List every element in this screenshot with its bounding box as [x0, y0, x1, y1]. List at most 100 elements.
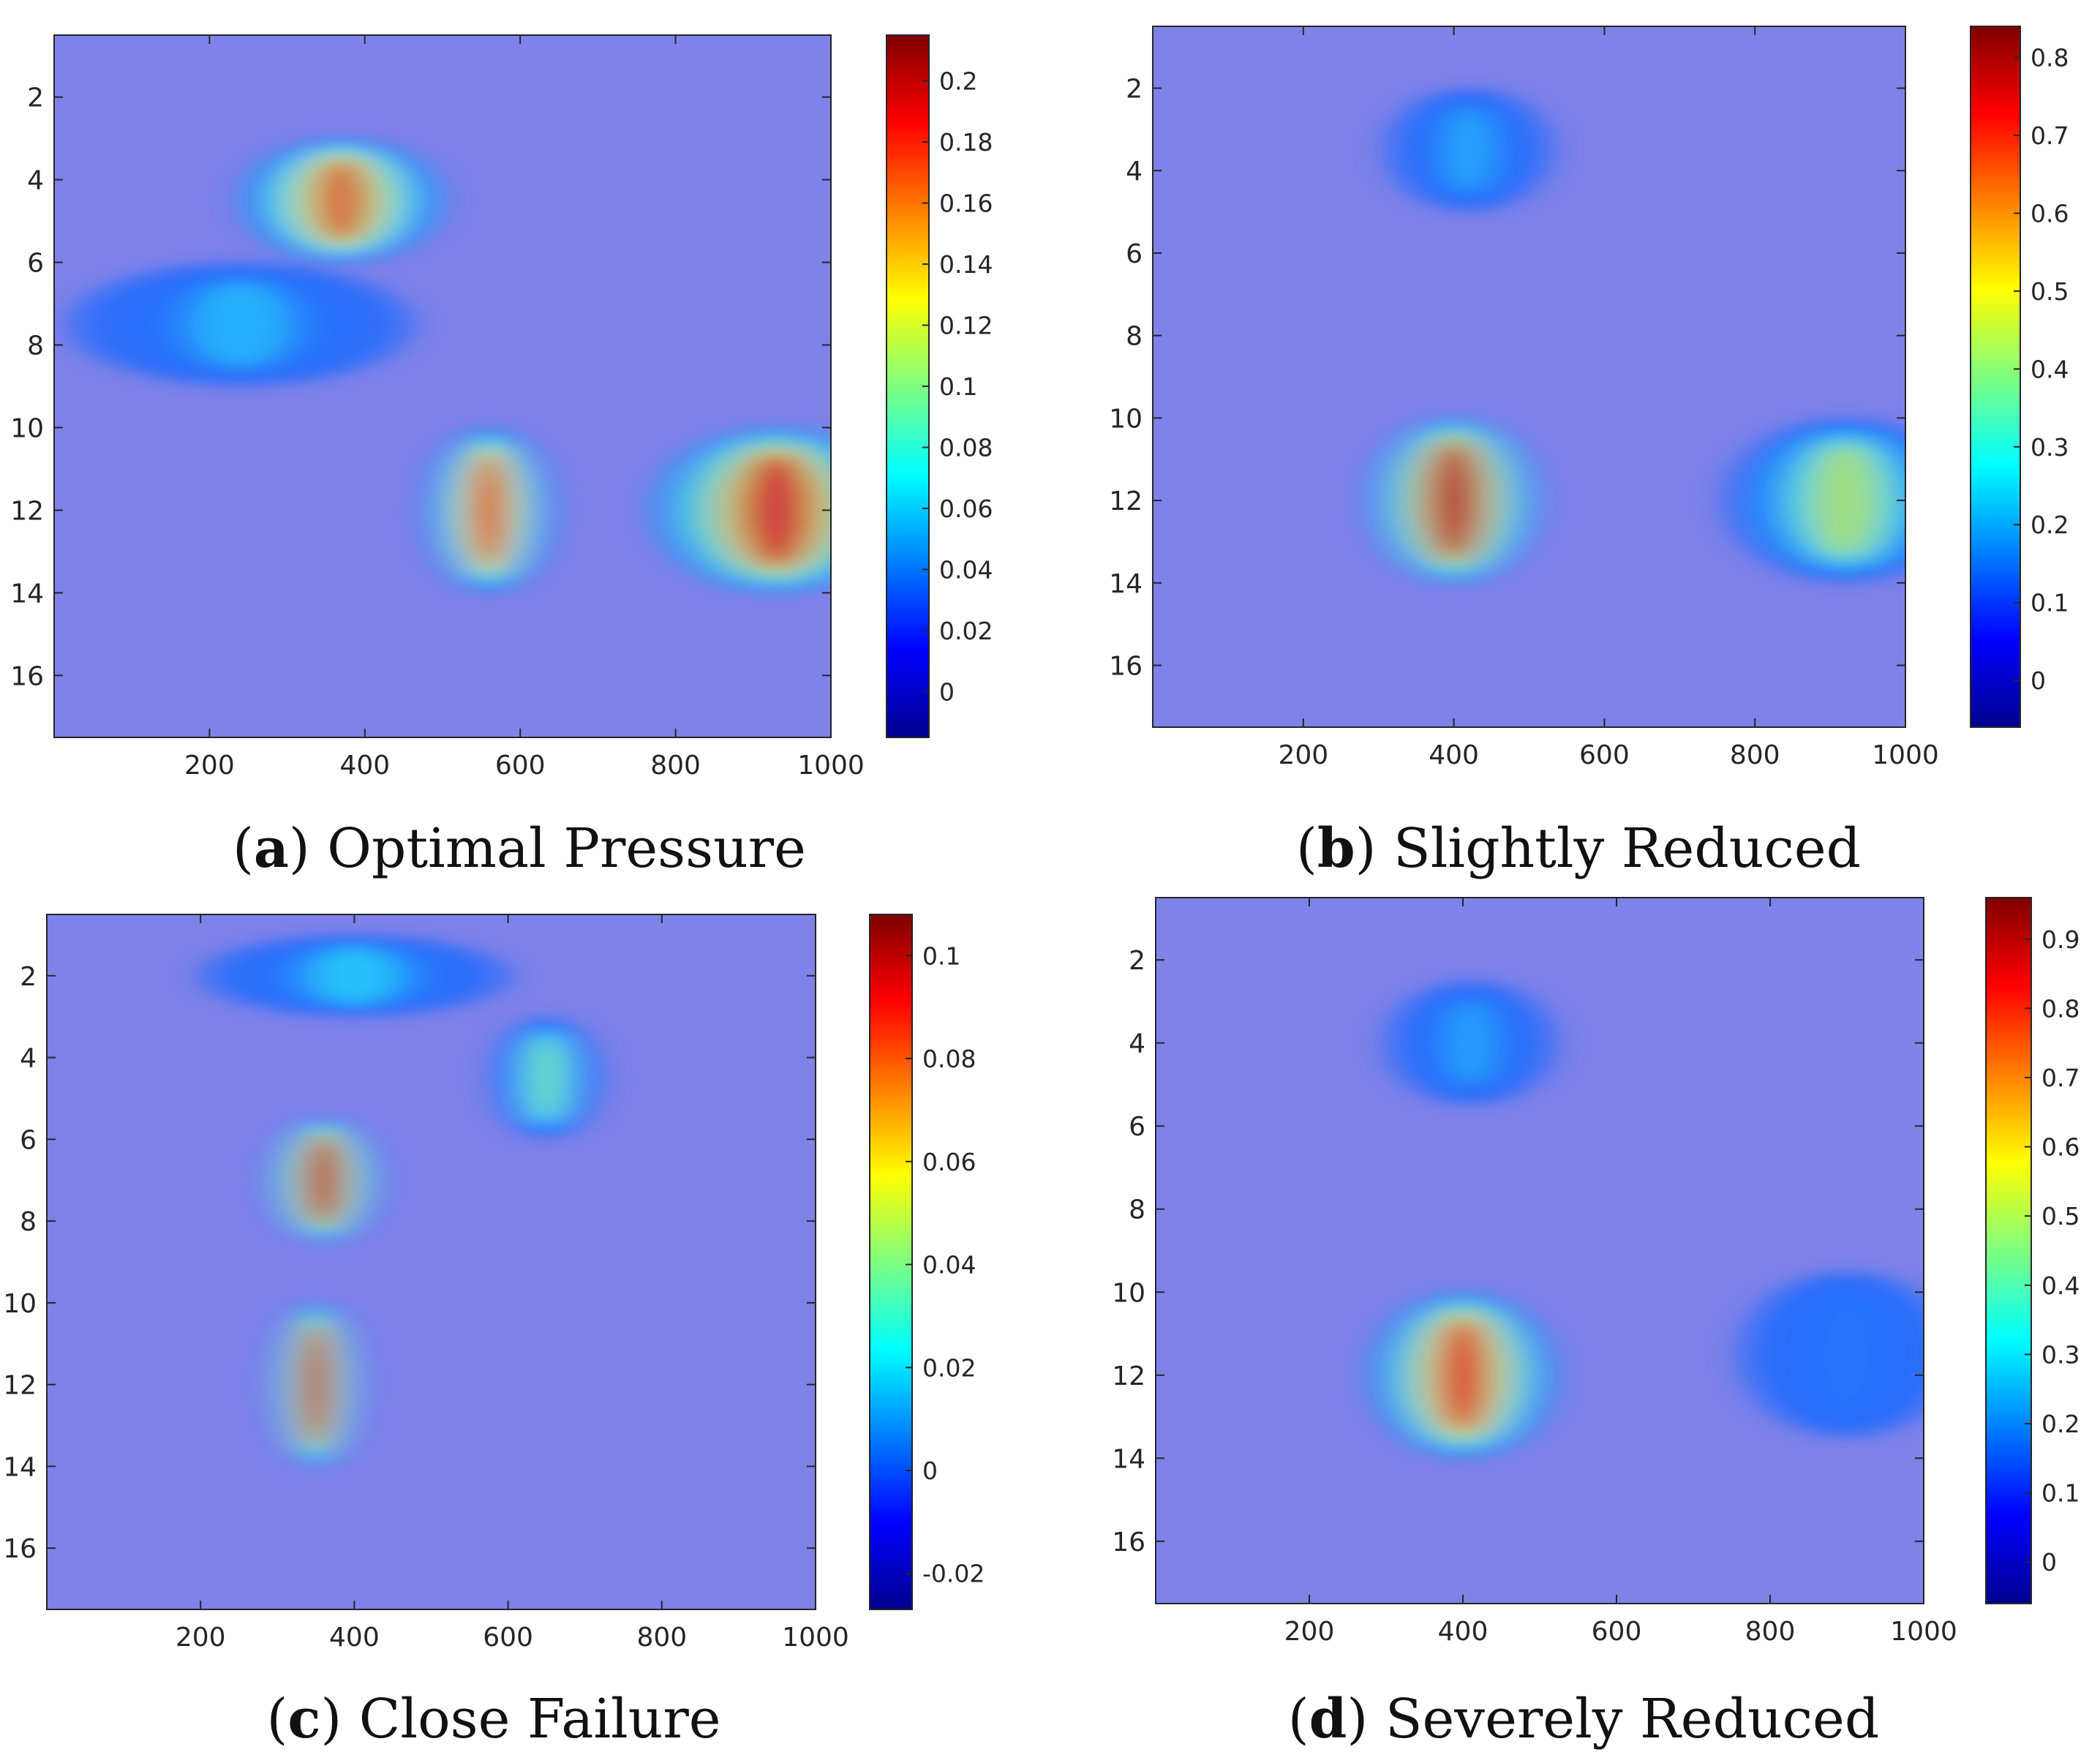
heatmap-overlay [54, 35, 831, 737]
x-tick-label: 200 [1284, 1617, 1335, 1647]
colorbar-tick-label: 0 [2041, 1548, 2057, 1577]
colorbar-tick-label: 0.14 [939, 250, 993, 279]
colorbar-tick-label: 0.08 [939, 433, 993, 462]
colorbar-gradient [1970, 26, 2021, 728]
x-tick-label: 600 [483, 1623, 533, 1653]
y-tick-label: 8 [27, 331, 44, 361]
y-tick-label: 4 [27, 166, 44, 196]
y-tick-label: 16 [1109, 651, 1143, 681]
y-tick-label: 12 [1109, 486, 1143, 516]
panel-c: 200 400 600 800 1000 2 4 6 8 10 12 14 16 -0.02 0 0.02 0… [3, 914, 985, 1751]
x-tick-label: 200 [176, 1623, 226, 1653]
y-tick-label: 14 [1109, 569, 1143, 599]
x-tick-label: 1000 [1872, 740, 1939, 770]
heatmap-cells [1153, 26, 1905, 727]
x-tick-label: 800 [1745, 1617, 1796, 1647]
heatmap-background [47, 914, 816, 1609]
heatmap-overlay [47, 914, 816, 1609]
x-tick-label: 600 [1592, 1617, 1642, 1647]
plot-frame [1155, 897, 1924, 1604]
colorbar-gradient [1985, 897, 2032, 1604]
y-tick-label: 2 [27, 83, 44, 113]
heatmap-cells [1156, 898, 1924, 1604]
colorbar-tick-label: 0.02 [922, 1353, 976, 1382]
caption-a: (a) Optimal Pressure [233, 817, 806, 880]
colorbar-tick-label: 0.9 [2041, 925, 2080, 954]
colorbar-tick-label: 0.02 [939, 617, 993, 645]
panel-a: 200 400 600 800 1000 2 4 6 8 10 12 14 16 0 0.02 0.04 0.… [10, 34, 993, 880]
x-tick-label: 1000 [1890, 1617, 1957, 1647]
heatmap-hotspot [1447, 1001, 1494, 1086]
heatmap-background [54, 35, 831, 737]
x-tick-label: 1000 [782, 1623, 849, 1653]
colorbar-tick-label: 0.8 [2041, 994, 2080, 1023]
y-tick-label: 6 [1126, 239, 1143, 269]
caption-b: (b) Slightly Reduced [1296, 817, 1861, 880]
heatmap-hotspot [1811, 444, 1879, 557]
y-tick-label: 8 [20, 1207, 37, 1237]
colorbar-tick-label: 0.1 [939, 372, 977, 401]
heatmap-b [1153, 26, 1905, 727]
y-tick-label: 12 [3, 1371, 37, 1401]
plot-frame [46, 914, 816, 1610]
colorbar-tick-label: 0.4 [2031, 355, 2069, 383]
heatmap-a [54, 35, 831, 737]
colorbar-tick-label: -0.02 [922, 1560, 985, 1588]
x-tick-label: 800 [636, 1623, 687, 1653]
colorbar-tick-label: 0.5 [2041, 1202, 2080, 1230]
y-tick-label: 4 [1126, 157, 1143, 187]
colorbar-tick-label: 0.1 [922, 942, 960, 970]
y-tick-label: 16 [3, 1534, 37, 1564]
axes-a: 200 400 600 800 1000 2 4 6 8 10 12 14 16 [10, 34, 865, 781]
axes-b: 200 400 600 800 1000 2 4 6 8 10 12 14 16 [1109, 26, 1939, 770]
heatmap-hotspot [742, 454, 812, 566]
colorbar-tick-label: 0.12 [939, 312, 993, 340]
plot-frame [1152, 26, 1906, 728]
colorbar-tick-label: 0.8 [2031, 44, 2069, 72]
x-tick-label: 800 [1730, 740, 1780, 770]
y-tick-label: 2 [1129, 946, 1145, 976]
colorbar-tick-label: 0.16 [939, 189, 993, 218]
heatmap-d [1156, 898, 1924, 1604]
colorbar-tick-label: 0 [939, 677, 955, 706]
heatmap-c [47, 914, 816, 1609]
colorbar-c: -0.02 0 0.02 0.04 0.06 0.08 0.1 [869, 914, 985, 1610]
x-tick-label: 200 [1278, 740, 1328, 770]
colorbar-tick-label: 0.1 [2031, 589, 2069, 617]
heatmap-hotspot [531, 1036, 562, 1120]
colorbar-tick-label: 0.7 [2041, 1064, 2080, 1092]
x-tick-label: 600 [1579, 740, 1630, 770]
colorbar-tick-label: 0.18 [939, 128, 993, 157]
colorbar-tick-label: 0.2 [939, 67, 977, 96]
y-tick-label: 16 [1112, 1527, 1145, 1557]
x-tick-label: 600 [495, 751, 546, 781]
heatmap-hotspot [1430, 444, 1478, 557]
y-tick-label: 10 [3, 1289, 37, 1319]
heatmap-hotspot [313, 158, 370, 243]
x-tick-label: 400 [329, 1623, 380, 1653]
y-tick-label: 14 [3, 1452, 37, 1482]
y-tick-label: 4 [1129, 1029, 1145, 1059]
x-tick-label: 400 [1438, 1617, 1489, 1647]
heatmap-overlay [1156, 898, 1924, 1604]
y-tick-label: 14 [1112, 1444, 1145, 1474]
y-tick-label: 10 [1112, 1278, 1145, 1308]
heatmap-hotspot [1437, 1319, 1489, 1432]
y-tick-label: 14 [10, 579, 44, 609]
colorbar-gradient [886, 34, 930, 738]
heatmap-cells [54, 35, 831, 737]
colorbar-tick-label: 0.08 [922, 1045, 976, 1073]
y-tick-label: 10 [1109, 404, 1143, 434]
y-tick-label: 8 [1126, 322, 1143, 352]
x-tick-label: 400 [1429, 740, 1479, 770]
colorbar-tick-label: 0.6 [2031, 199, 2069, 228]
y-tick-label: 10 [10, 413, 44, 443]
y-tick-label: 2 [1126, 75, 1143, 105]
y-tick-label: 6 [20, 1125, 37, 1155]
heatmap-hotspot [471, 454, 507, 566]
x-tick-label: 1000 [797, 751, 865, 781]
colorbar-tick-label: 0.7 [2031, 121, 2069, 150]
